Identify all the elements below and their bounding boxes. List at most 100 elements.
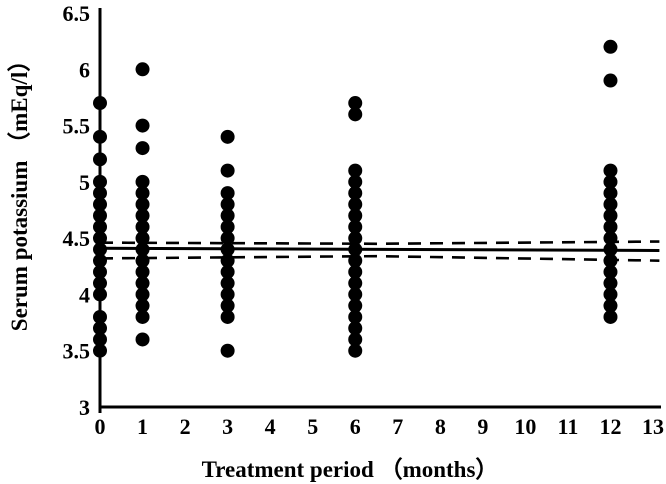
- data-point: [220, 208, 235, 223]
- y-tick-label: 5.5: [63, 114, 91, 139]
- data-point: [348, 276, 363, 291]
- x-tick-label: 6: [350, 414, 361, 439]
- data-point: [220, 197, 235, 212]
- mean-regression-line: [99, 246, 660, 253]
- data-point: [93, 129, 107, 144]
- data-point: [348, 253, 363, 268]
- x-tick-label: 1: [137, 414, 148, 439]
- data-point: [93, 197, 107, 212]
- data-point: [348, 298, 363, 313]
- data-point: [348, 231, 363, 246]
- data-point: [603, 309, 618, 324]
- data-point: [603, 264, 618, 279]
- data-point: [603, 163, 618, 178]
- data-point: [348, 96, 363, 111]
- y-tick-label: 5: [79, 170, 90, 195]
- x-tick-label: 10: [514, 414, 536, 439]
- data-point: [135, 253, 150, 268]
- data-point: [603, 197, 618, 212]
- data-point: [603, 219, 618, 234]
- data-point: [93, 253, 107, 268]
- data-point: [603, 242, 618, 257]
- data-point: [603, 39, 618, 54]
- data-point: [135, 242, 150, 257]
- x-tick-label: 4: [265, 414, 276, 439]
- lower-ci-dashed-line: [99, 254, 660, 262]
- data-point: [135, 197, 150, 212]
- data-point: [348, 332, 363, 347]
- data-point: [135, 62, 150, 77]
- data-point: [348, 219, 363, 234]
- data-point: [603, 231, 618, 246]
- data-point: [93, 208, 107, 223]
- data-point: [348, 163, 363, 178]
- x-tick-label: 0: [95, 414, 106, 439]
- data-point: [220, 309, 235, 324]
- data-point: [135, 309, 150, 324]
- data-point: [93, 321, 107, 336]
- data-point: [135, 276, 150, 291]
- data-point: [93, 343, 107, 358]
- data-point: [348, 197, 363, 212]
- data-point: [220, 129, 235, 144]
- data-point: [348, 107, 363, 122]
- y-tick-label: 3.5: [63, 339, 91, 364]
- data-point: [135, 208, 150, 223]
- data-point: [603, 298, 618, 313]
- data-point: [220, 163, 235, 178]
- data-point: [135, 298, 150, 313]
- x-tick-label: 5: [307, 414, 318, 439]
- data-point: [220, 231, 235, 246]
- data-point: [220, 276, 235, 291]
- data-point: [93, 152, 107, 167]
- data-point: [93, 186, 107, 201]
- data-point: [603, 276, 618, 291]
- data-point: [348, 309, 363, 324]
- data-point: [220, 219, 235, 234]
- data-point: [135, 231, 150, 246]
- data-point: [348, 264, 363, 279]
- data-point: [348, 208, 363, 223]
- data-point: [603, 208, 618, 223]
- data-point: [93, 264, 107, 279]
- data-point: [93, 219, 107, 234]
- x-tick-label: 9: [477, 414, 488, 439]
- data-point: [348, 186, 363, 201]
- data-point: [135, 186, 150, 201]
- data-point: [348, 287, 363, 302]
- data-point: [135, 141, 150, 156]
- data-point: [93, 96, 107, 111]
- x-tick-label: 7: [392, 414, 403, 439]
- data-point: [135, 287, 150, 302]
- data-point: [348, 321, 363, 336]
- x-tick-label: 11: [558, 414, 579, 439]
- data-point: [93, 174, 107, 189]
- data-point: [135, 174, 150, 189]
- data-point: [93, 309, 107, 324]
- data-point: [93, 332, 107, 347]
- data-point: [348, 174, 363, 189]
- y-tick-label: 6.5: [63, 1, 91, 26]
- data-point: [220, 253, 235, 268]
- data-point: [348, 242, 363, 257]
- data-point: [348, 343, 363, 358]
- data-point: [220, 264, 235, 279]
- data-point: [135, 264, 150, 279]
- x-tick-label: 8: [435, 414, 446, 439]
- data-point: [603, 174, 618, 189]
- x-tick-label: 13: [642, 414, 664, 439]
- data-point: [603, 253, 618, 268]
- data-point: [220, 242, 235, 257]
- data-point: [220, 343, 235, 358]
- x-tick-label: 2: [180, 414, 191, 439]
- data-point: [603, 73, 618, 88]
- y-tick-label: 4: [79, 282, 90, 307]
- data-point: [93, 231, 107, 246]
- x-tick-label: 12: [599, 414, 621, 439]
- data-point: [220, 298, 235, 313]
- y-axis-title: Serum potassium （mEq/l）: [7, 48, 32, 332]
- data-point: [93, 242, 107, 257]
- data-point: [220, 186, 235, 201]
- y-tick-label: 6: [79, 57, 90, 82]
